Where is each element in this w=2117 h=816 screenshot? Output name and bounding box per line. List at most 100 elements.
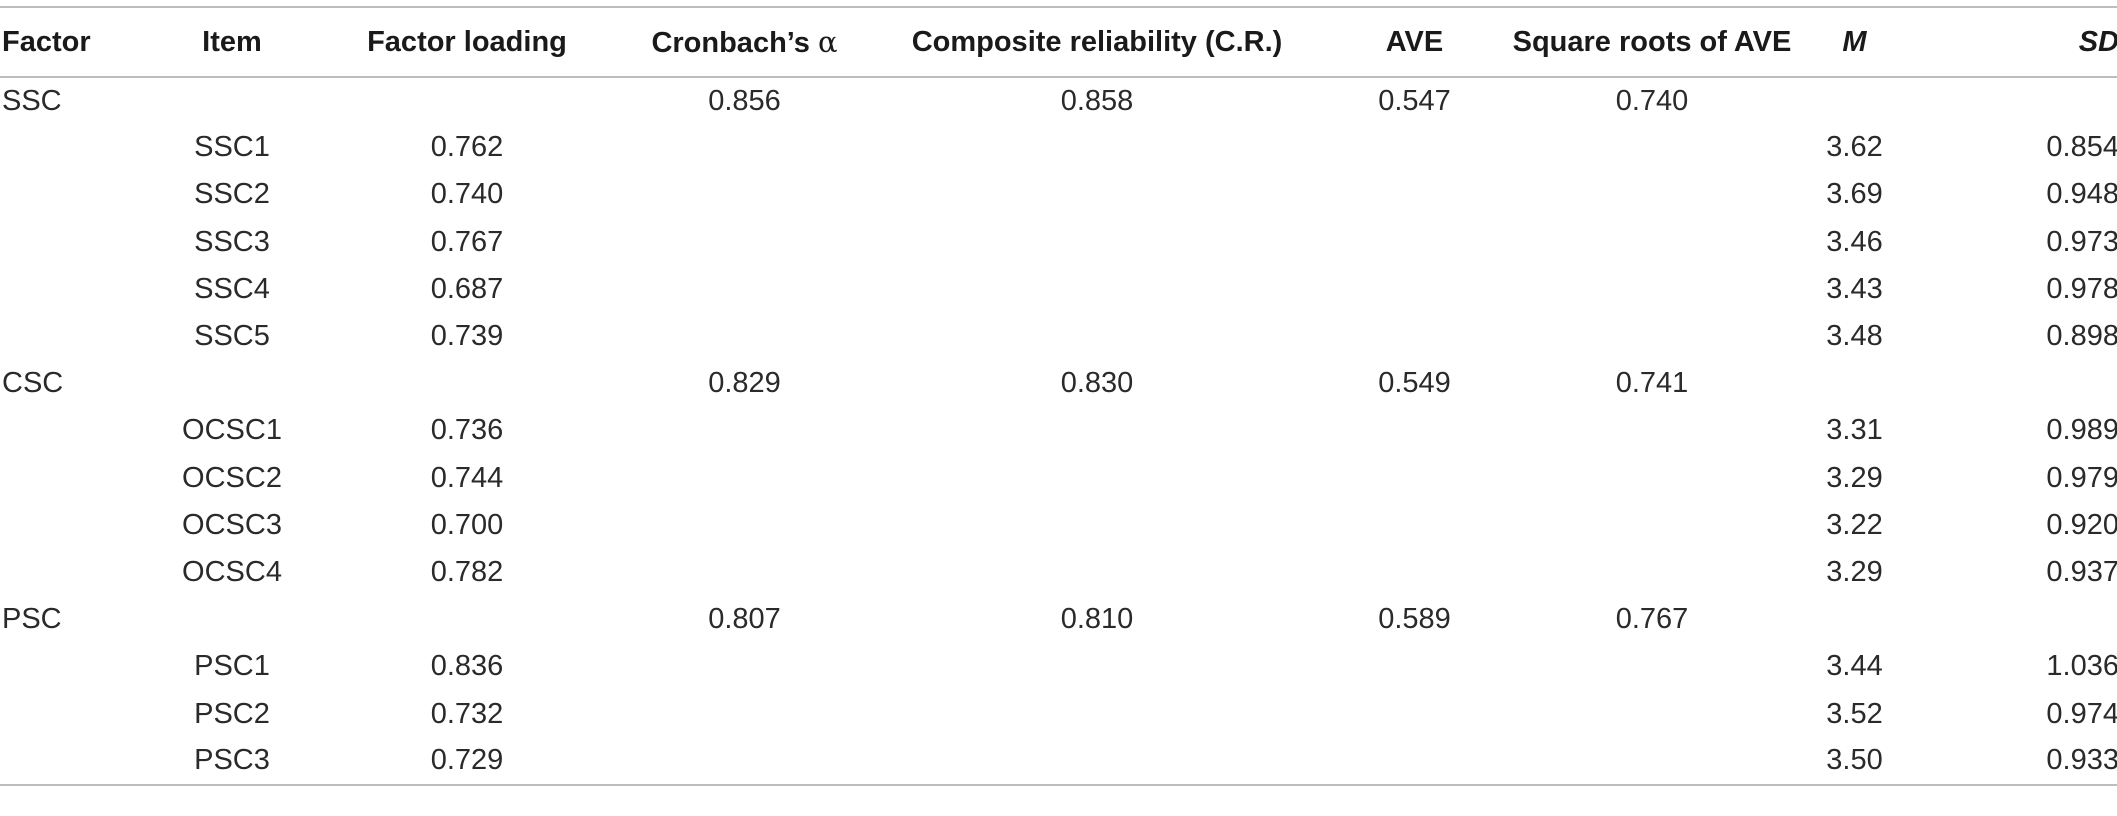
header-mean: M [1792,6,1917,78]
cell-ave [1317,737,1512,786]
cell-cronbach-alpha [612,455,877,502]
cell-sd [1917,360,2117,407]
table-row: OCSC2 0.744 3.29 0.979 [0,455,2117,502]
cell-cronbach-alpha: 0.829 [708,367,781,400]
cell-mean: 3.52 [1826,697,1883,730]
cell-square-root-ave [1512,502,1792,549]
cell-composite-reliability [877,737,1317,786]
cell-square-root-ave [1512,737,1792,786]
cell-factor: CSC [2,367,64,400]
table-row: PSC3 0.729 3.50 0.933 [0,737,2117,786]
cell-sd: 0.933 [1917,737,2117,786]
cell-factor-loading: 0.836 [430,650,504,683]
cell-ave [1317,219,1512,266]
cell-mean: 3.69 [1826,178,1883,211]
cell-factor-loading: 0.729 [322,737,612,786]
header-square-roots-ave: Square roots of AVE [1512,6,1792,78]
cell-factor [0,690,142,737]
cell-ave [1317,643,1512,690]
cell-factor: PSC [2,603,62,636]
table-row: PSC 0.807 0.810 0.589 0.767 [0,596,2117,643]
cell-ave [1317,407,1512,454]
cell-cronbach-alpha [612,171,877,218]
cell-square-root-ave: 0.767 [1615,603,1689,636]
cell-composite-reliability [877,455,1317,502]
table-row: SSC1 0.762 3.62 0.854 [0,124,2117,171]
cell-factor [0,407,142,454]
cell-factor [0,455,142,502]
cell-sd: 0.978 [2046,272,2117,305]
cell-sd: 0.854 [2046,131,2117,164]
cell-cronbach-alpha [612,407,877,454]
cell-factor [0,266,142,313]
table-row: PSC1 0.836 3.44 1.036 [0,643,2117,690]
cell-square-root-ave: 0.741 [1615,367,1689,400]
cell-factor [0,549,142,596]
alpha-symbol: α [817,24,838,59]
cell-factor-loading: 0.762 [430,131,504,164]
cell-square-root-ave [1512,171,1792,218]
cell-composite-reliability: 0.858 [1060,84,1134,117]
cell-factor [0,643,142,690]
cell-factor [0,313,142,360]
cell-ave [1317,502,1512,549]
cell-factor [0,124,142,171]
cell-item [142,596,322,643]
cell-square-root-ave: 0.740 [1615,84,1689,117]
cell-ave: 0.589 [1378,603,1451,636]
header-factor: Factor [0,6,142,78]
cell-item: SSC1 [194,131,270,164]
header-composite-reliability: Composite reliability (C.R.) [877,6,1317,78]
cell-composite-reliability [877,407,1317,454]
cell-factor-loading: 0.700 [430,508,504,541]
header-factor-loading: Factor loading [322,6,612,78]
cell-sd [1917,596,2117,643]
cell-sd: 0.920 [2046,508,2117,541]
cell-composite-reliability [877,549,1317,596]
cell-factor-loading: 0.767 [430,225,504,258]
cell-factor-loading [322,596,612,643]
table-row: PSC2 0.732 3.52 0.974 [0,690,2117,737]
cell-composite-reliability [877,266,1317,313]
factor-loading-table: Factor Item Factor loading Cronbach’s α … [0,6,2117,786]
cell-composite-reliability [877,502,1317,549]
cell-sd: 0.937 [2046,555,2117,588]
cell-cronbach-alpha [612,549,877,596]
cell-factor [0,737,142,786]
cell-factor-loading [322,360,612,407]
table-row: OCSC4 0.782 3.29 0.937 [0,549,2117,596]
cell-sd: 0.898 [2046,320,2117,353]
table-row: SSC 0.856 0.858 0.547 0.740 [0,77,2117,124]
cell-sd: 0.979 [2046,461,2117,494]
cell-sd: 0.989 [2046,414,2117,447]
cell-ave [1317,124,1512,171]
header-sd: SD [1917,6,2117,78]
cell-mean: 3.46 [1826,225,1883,258]
table-row: CSC 0.829 0.830 0.549 0.741 [0,360,2117,407]
cell-ave: 0.549 [1378,367,1451,400]
cell-composite-reliability [877,124,1317,171]
header-row: Factor Item Factor loading Cronbach’s α … [0,6,2117,78]
cell-cronbach-alpha [612,313,877,360]
cell-sd: 1.036 [2046,650,2117,683]
cell-cronbach-alpha [612,643,877,690]
cell-mean: 3.44 [1826,650,1883,683]
cell-cronbach-alpha [612,266,877,313]
cell-factor-loading: 0.740 [430,178,504,211]
table-row: OCSC1 0.736 3.31 0.989 [0,407,2117,454]
cell-cronbach-alpha [612,219,877,266]
table-row: SSC5 0.739 3.48 0.898 [0,313,2117,360]
header-cronbach-alpha: Cronbach’s α [612,6,877,78]
cell-mean [1792,77,1917,124]
cell-mean: 3.48 [1826,320,1883,353]
cell-factor-loading: 0.732 [430,697,504,730]
cell-square-root-ave [1512,219,1792,266]
cell-factor [0,171,142,218]
cell-ave [1317,266,1512,313]
cell-ave: 0.547 [1378,84,1451,117]
cell-item: PSC2 [194,697,270,730]
cell-cronbach-alpha [612,737,877,786]
cell-cronbach-alpha [612,502,877,549]
cell-square-root-ave [1512,313,1792,360]
